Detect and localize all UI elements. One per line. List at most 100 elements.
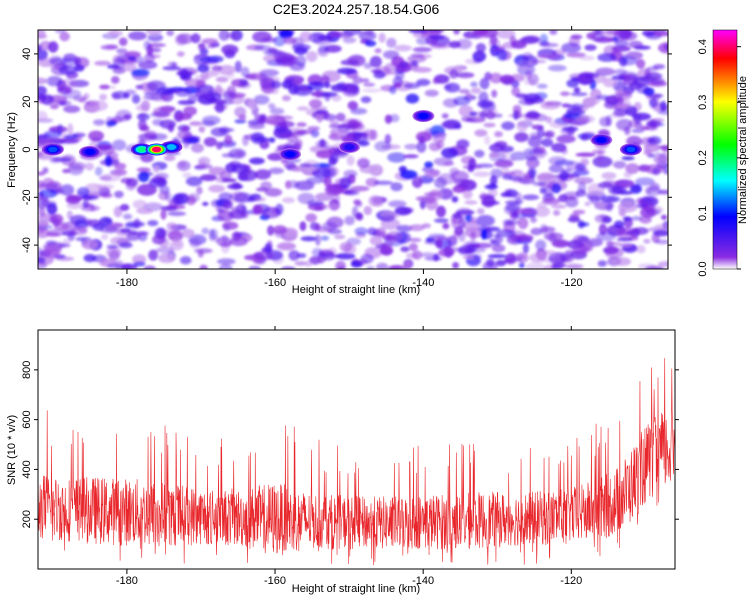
spectrogram-cell [324, 81, 331, 89]
spectrogram-cell [217, 258, 236, 265]
spectrogram-cell [502, 219, 514, 226]
spectrogram-cell [636, 203, 648, 209]
spectrogram-cell [264, 187, 283, 197]
spectrogram-cell [549, 120, 569, 129]
spectrogram-cell [370, 69, 382, 74]
spectrogram-cell [62, 168, 71, 174]
spectrogram-cell [163, 155, 176, 162]
spectrogram-cell [224, 134, 233, 145]
spectrogram-cell [328, 30, 342, 38]
spectrogram-cell [541, 42, 559, 48]
spectrogram-cell [315, 140, 329, 148]
spectrogram-cell [280, 54, 298, 67]
spectrogram-cell [451, 218, 458, 229]
spectrogram-cell [523, 93, 541, 102]
spectrogram-cell [352, 76, 363, 85]
spectrogram-cell [316, 112, 324, 123]
spectrogram-cell [131, 94, 141, 104]
spectrogram-cell [458, 88, 470, 94]
spectrogram-cell [38, 262, 48, 269]
spectrogram-cell [68, 161, 86, 171]
spectrogram-cell [176, 160, 191, 172]
spectrogram-cell [631, 128, 645, 133]
spectrogram-cell [548, 164, 564, 173]
spectrogram-cell [38, 256, 46, 264]
spectrogram-cell [608, 185, 623, 195]
snr-x-tick-label: -180 [116, 575, 138, 587]
spectrogram-cell [281, 79, 293, 89]
spectrogram-cell [484, 135, 491, 145]
spectrogram-cell [379, 214, 396, 223]
spectrogram-cell [652, 31, 668, 37]
spectrogram-cell [335, 178, 350, 186]
spectrogram-cell [299, 163, 313, 168]
spectrogram-cell [158, 253, 176, 263]
spectrogram-cell [132, 254, 147, 265]
spectrogram-cell [617, 99, 632, 110]
spectrogram-cell [428, 233, 446, 239]
spectrogram-cell [584, 44, 597, 51]
spectrogram-cell [486, 258, 495, 268]
spectrogram-cell [201, 93, 213, 100]
spectrogram-cell [654, 154, 668, 166]
spectrogram-cell [38, 220, 49, 229]
spectrogram-cell [150, 47, 162, 53]
spectrogram-cell [114, 168, 127, 176]
spectrogram-cell [238, 114, 247, 121]
spectrogram-cell [376, 262, 389, 269]
spectrogram-cell [412, 250, 423, 260]
spectrogram-cell [625, 230, 635, 235]
spectrogram-cell [605, 115, 612, 127]
spectrogram-cell [536, 172, 556, 181]
spectrogram-cell [234, 60, 242, 73]
spectrogram-cell [268, 103, 276, 110]
spectrogram-cell [152, 234, 166, 245]
spectrogram-cell [434, 177, 447, 189]
spectrogram-cell [646, 185, 662, 197]
spectrogram-cell [565, 263, 584, 269]
spectrogram-cell [137, 183, 157, 196]
spectrogram-cell [420, 252, 435, 258]
spectrogram-cell [114, 190, 124, 199]
spectrogram-cell [389, 114, 400, 123]
spectrogram-cell [330, 85, 348, 92]
spectrogram-cell [416, 36, 430, 45]
spectrogram-cell [544, 232, 564, 241]
colorbar-tick-label: 0.4 [697, 39, 709, 54]
spectrogram-cell [643, 144, 661, 152]
spectrogram-cell [575, 152, 596, 157]
spectrogram-cell [631, 185, 642, 191]
spectrogram-cell [565, 108, 586, 116]
spectrogram-cell [424, 192, 440, 197]
spectrogram-cell [451, 196, 459, 203]
spectrogram-cell [160, 209, 167, 220]
spectrogram-cell [408, 30, 427, 34]
spectrogram-cell [335, 112, 346, 122]
spectrogram-cell [509, 35, 517, 44]
spectrogram-cell [234, 150, 245, 158]
spectrogram-cell [198, 43, 205, 48]
spectrogram-cell [76, 187, 90, 197]
spectrogram-cell [545, 116, 553, 124]
spectrogram-cell [329, 120, 339, 125]
spectrogram-cell [363, 205, 373, 216]
spectrogram-cell [239, 79, 249, 87]
spectrogram-cell [190, 33, 201, 44]
spectrogram-cell [254, 114, 267, 123]
spectrogram-hotspots [41, 110, 642, 161]
spectrogram-cell [335, 128, 348, 138]
spectrogram-cell [548, 64, 567, 72]
spectrogram-cell [522, 194, 540, 201]
spectrogram-cell [374, 141, 392, 152]
spectrogram-x-tick-label: -120 [561, 277, 583, 289]
spectrogram-cell [511, 86, 521, 97]
spectrogram-cell [504, 257, 523, 263]
spectrogram-cell [136, 113, 150, 121]
spectrogram-cell [136, 207, 154, 215]
spectrogram-cell [443, 161, 455, 167]
spectrogram-cell [274, 115, 294, 120]
spectrogram-cell [436, 205, 446, 218]
spectrogram-hotspot [48, 146, 58, 153]
spectrogram-cell [327, 228, 342, 235]
spectrogram-cell [383, 50, 400, 60]
